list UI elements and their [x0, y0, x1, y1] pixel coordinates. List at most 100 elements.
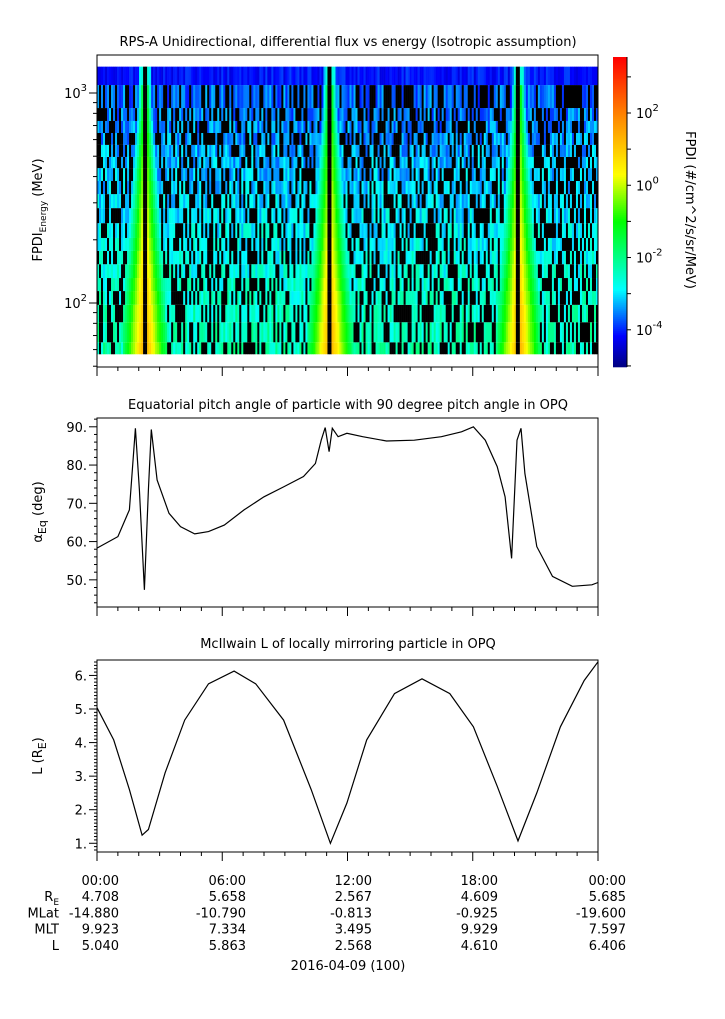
spectrogram-cell: [569, 264, 573, 279]
spectrogram-cell: [193, 144, 196, 157]
spectrogram-cell: [573, 156, 577, 169]
spectrogram-cell: [369, 264, 372, 279]
spectrogram-cell: [369, 108, 372, 121]
spectrogram-cell: [583, 132, 587, 145]
spectrogram-cell: [393, 342, 396, 355]
spectrogram-cell: [545, 322, 549, 343]
spectrogram-cell: [341, 120, 344, 133]
spectrogram-cell: [125, 132, 128, 145]
spectrogram-cell: [281, 291, 284, 305]
spectrogram-cell: [425, 322, 428, 343]
spectrogram-cells: [97, 66, 599, 355]
spectrogram-cell: [305, 264, 308, 279]
spectrogram-cell: [137, 156, 140, 169]
spectrogram-cell: [409, 264, 412, 279]
spectrogram-cell: [511, 208, 515, 224]
spectrogram-cell: [505, 66, 509, 86]
spectrogram-cell: [579, 194, 583, 209]
spectrogram-cell: [225, 304, 228, 323]
spectrogram-cell: [385, 237, 388, 251]
spectrogram-cell: [217, 223, 220, 238]
spectrogram-cell: [223, 250, 226, 265]
spectrogram-cell: [115, 264, 118, 279]
spectrogram-cell: [133, 168, 136, 181]
spectrogram-cell: [115, 168, 118, 181]
spectrogram-cell: [463, 250, 467, 265]
spectrogram-cell: [473, 291, 477, 305]
spectrogram-cell: [171, 278, 174, 292]
spectrogram-cell: [393, 223, 396, 238]
spectrogram-cell: [365, 66, 368, 86]
spectrogram-cell: [471, 304, 475, 323]
spectrogram-cell: [285, 120, 288, 133]
spectrogram-cell: [97, 85, 100, 109]
spectrogram-cell: [273, 304, 276, 323]
spectrogram-cell: [249, 181, 252, 195]
spectrogram-cell: [189, 132, 192, 145]
spectrogram-cell: [147, 168, 150, 181]
spectrogram-cell: [523, 156, 527, 169]
spectrogram-cell: [297, 237, 300, 251]
spectrogram-cell: [169, 342, 172, 355]
spectrogram-cell: [349, 108, 352, 121]
spectrogram-cell: [269, 168, 272, 181]
spectrogram-cell: [103, 85, 106, 109]
spectrogram-cell: [239, 264, 242, 279]
spectrogram-cell: [461, 144, 465, 157]
spectrogram-cell: [147, 194, 150, 209]
spectrogram-cell: [347, 208, 350, 224]
spectrogram-cell: [497, 66, 501, 86]
spectrogram-cell: [591, 120, 595, 133]
spectrogram-cell: [571, 237, 575, 251]
spectrogram-cell: [327, 108, 330, 121]
spectrogram-cell: [325, 66, 328, 86]
spectrogram-cell: [361, 237, 364, 251]
spectrogram-cell: [495, 304, 499, 323]
spectrogram-cell: [247, 322, 250, 343]
spectrogram-cell: [487, 208, 491, 224]
spectrogram-cell: [271, 322, 274, 343]
spectrogram-cell: [453, 194, 457, 209]
spectrogram-cell: [453, 291, 457, 305]
spectrogram-cell: [381, 208, 384, 224]
spectrogram-cell: [465, 85, 469, 109]
spectrogram-cell: [197, 304, 200, 323]
spectrogram-cell: [371, 108, 374, 121]
spectrogram-cell: [203, 322, 206, 343]
spectrogram-cell: [185, 264, 188, 279]
spectrogram-cell: [359, 156, 362, 169]
spectrogram-cell: [491, 304, 495, 323]
spectrogram-cell: [291, 208, 294, 224]
spectrogram-cell: [293, 66, 296, 86]
spectrogram-cell: [281, 208, 284, 224]
spectrogram-cell: [583, 208, 587, 224]
spectrogram-cell: [383, 264, 386, 279]
spectrogram-cell: [147, 237, 150, 251]
spectrogram-cell: [289, 194, 292, 209]
spectrogram-cell: [493, 278, 497, 292]
spectrogram-cell: [221, 250, 224, 265]
spectrogram-cell: [305, 322, 308, 343]
spectrogram-cell: [465, 291, 469, 305]
spectrogram-cell: [115, 181, 118, 195]
spectrogram-cell: [145, 156, 148, 169]
spectrogram-cell: [289, 168, 292, 181]
spectrogram-cell: [109, 208, 112, 224]
spectrogram-cell: [409, 120, 412, 133]
spectrogram-cell: [431, 264, 434, 279]
spectrogram-cell: [485, 108, 489, 121]
spectrogram-cell: [209, 168, 212, 181]
spectrogram-cell: [101, 237, 104, 251]
spectrogram-cell: [459, 85, 463, 109]
spectrogram-cell: [131, 144, 134, 157]
spectrogram-cell: [375, 223, 378, 238]
spectrogram-cell: [557, 120, 561, 133]
spectrogram-cell: [501, 264, 505, 279]
spectrogram-cell: [273, 66, 276, 86]
spectrogram-cell: [363, 108, 366, 121]
spectrogram-cell: [397, 144, 400, 157]
spectrogram-cell: [555, 322, 559, 343]
spectrogram-cell: [353, 264, 356, 279]
spectrogram-cell: [527, 66, 531, 86]
spectrogram-cell: [427, 322, 430, 343]
